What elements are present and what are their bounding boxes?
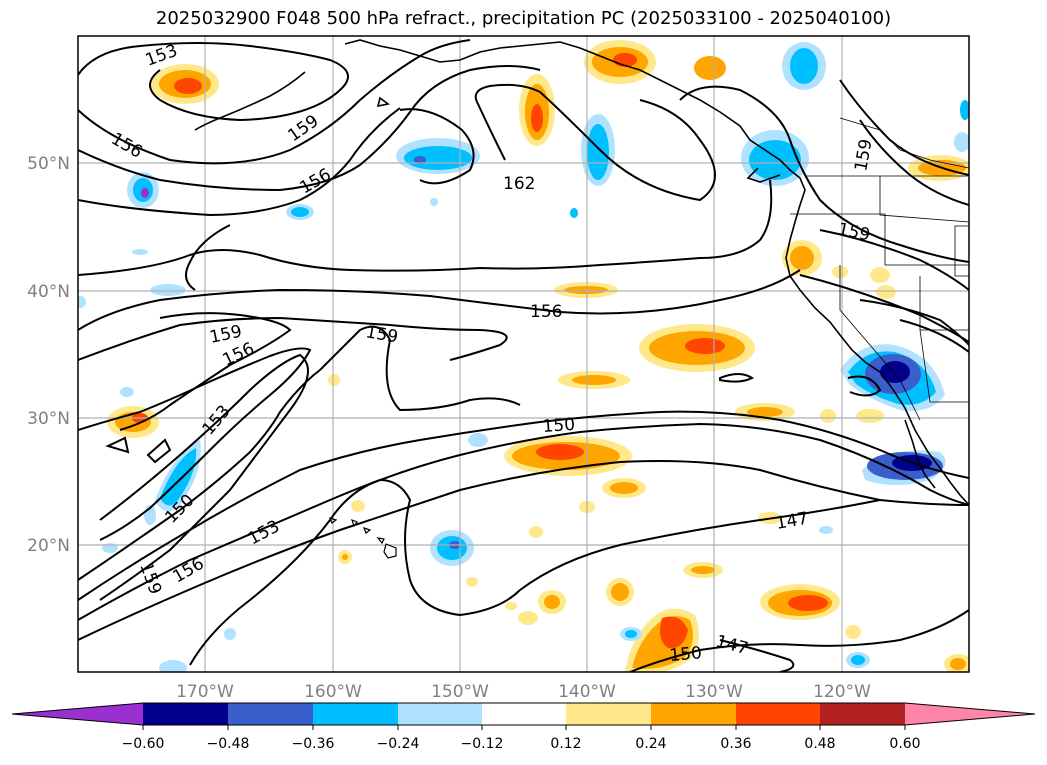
precip-cell [78, 296, 86, 308]
lon-label: 130°W [685, 682, 743, 702]
colorbar-tick: 0.48 [804, 736, 835, 752]
precip-cell [587, 124, 609, 180]
precip-cell [141, 188, 149, 198]
precip-cell [518, 611, 538, 625]
precip-cell [159, 660, 187, 672]
contour-label: 162 [503, 174, 535, 194]
precip-cell [536, 444, 584, 460]
precip-cell [876, 285, 896, 299]
contour-label: 150 [542, 415, 576, 437]
colorbar-swatch [398, 703, 482, 725]
colorbar-swatch [820, 703, 905, 725]
lon-label: 140°W [558, 682, 616, 702]
precip-cell [132, 249, 148, 255]
precip-cell [150, 284, 186, 296]
lon-label: 150°W [431, 682, 489, 702]
colorbar-tick: −0.24 [377, 736, 420, 752]
precip-cell [749, 140, 801, 180]
precip-cell [856, 409, 884, 423]
map-panel: 153 156 159 156 162 159 159 156 159 156 … [77, 35, 970, 673]
colorbar-extend-low [12, 703, 143, 725]
precip-cell [851, 655, 865, 665]
latitude-labels: 50°N 40°N 30°N 20°N [27, 154, 70, 556]
precip-cell [610, 482, 638, 494]
lon-label: 160°W [304, 682, 362, 702]
precip-cell [870, 267, 890, 283]
colorbar-tick: −0.36 [292, 736, 335, 752]
precip-cell [660, 616, 688, 649]
precip-cell [351, 500, 365, 512]
precip-cell [570, 208, 578, 218]
lat-label: 30°N [27, 409, 70, 429]
colorbar-tick: 0.60 [889, 736, 920, 752]
precip-cell [954, 132, 969, 152]
precip-cell [685, 338, 725, 354]
precip-cell [819, 526, 833, 534]
contour-label: 156 [530, 302, 562, 322]
precip-cell [224, 628, 236, 640]
colorbar-swatch [736, 703, 820, 725]
precip-cell [404, 146, 472, 170]
colorbar-swatch [651, 703, 736, 725]
precip-cell [430, 198, 438, 206]
colorbar-tick: −0.12 [461, 736, 504, 752]
colorbar-tick: 0.12 [550, 736, 581, 752]
precip-cell [747, 407, 783, 417]
precip-cell [788, 595, 828, 611]
colorbar-swatch [228, 703, 313, 725]
precip-cell [466, 577, 478, 587]
precip-cell [694, 56, 726, 80]
precip-cell [174, 78, 202, 94]
precip-cell [820, 409, 836, 423]
precip-cell [691, 566, 715, 574]
colorbar-swatch [143, 703, 228, 725]
precip-cell [529, 526, 543, 538]
precip-cell [328, 374, 340, 386]
precip-cell [544, 595, 560, 609]
colorbar-swatch [482, 703, 566, 725]
precip-cell [414, 156, 426, 164]
colorbar-tick: −0.48 [207, 736, 250, 752]
precip-cell [120, 387, 134, 397]
map-title: 2025032900 F048 500 hPa refract., precip… [155, 8, 892, 29]
lat-label: 20°N [27, 536, 70, 556]
longitude-labels: 170°W 160°W 150°W 140°W 130°W 120°W [176, 682, 871, 702]
colorbar-tick: −0.60 [122, 736, 165, 752]
precip-shading [78, 40, 969, 672]
precip-cell [790, 246, 814, 270]
colorbar-swatch [566, 703, 651, 725]
map-frame [77, 35, 970, 673]
precip-cell [625, 630, 637, 638]
precip-cell [564, 286, 608, 294]
precip-cell [611, 583, 629, 601]
lat-label: 50°N [27, 154, 70, 174]
precip-cell [468, 433, 488, 447]
precip-cell [950, 658, 966, 670]
precip-cell [531, 104, 543, 132]
lon-label: 120°W [813, 682, 871, 702]
contour-label: 150 [669, 643, 703, 666]
contour-lines [78, 39, 969, 672]
colorbar-extend-high [905, 703, 1035, 725]
colorbar: −0.60 −0.48 −0.36 −0.24 −0.12 0.12 0.24 … [11, 702, 1036, 752]
precip-cell [960, 100, 969, 120]
precip-cell [572, 375, 616, 385]
colorbar-tick: 0.24 [635, 736, 666, 752]
colorbar-tick: 0.36 [720, 736, 751, 752]
coastlines [194, 39, 969, 506]
precip-cell [880, 361, 910, 383]
precip-cell [790, 48, 818, 84]
lat-label: 40°N [27, 282, 70, 302]
precip-cell [342, 554, 348, 560]
precip-cell [845, 625, 861, 639]
colorbar-swatch [313, 703, 398, 725]
lon-label: 170°W [176, 682, 234, 702]
precip-cell [291, 207, 309, 217]
precip-cell [505, 602, 517, 610]
